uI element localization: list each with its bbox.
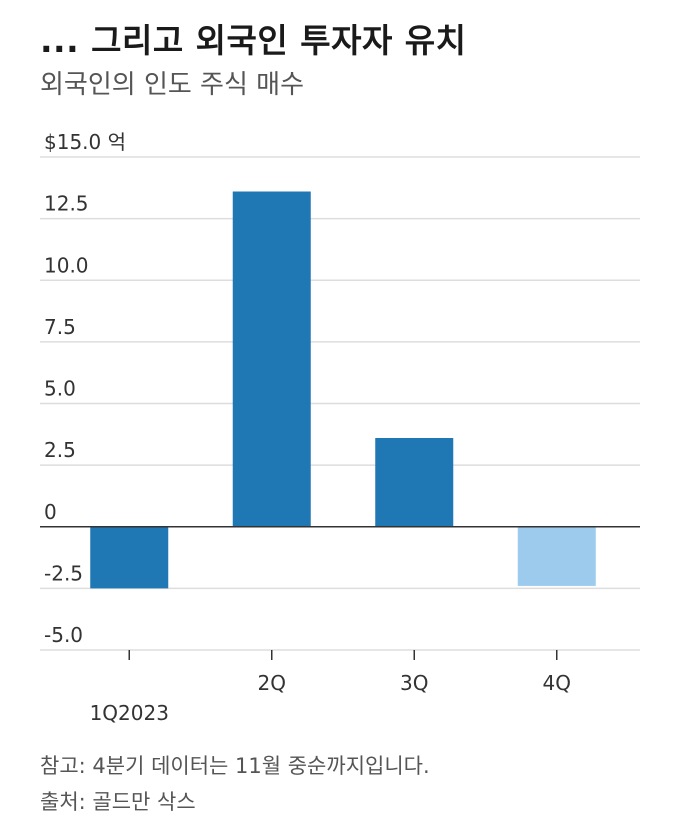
x-tick-label: 3Q	[400, 671, 428, 695]
y-axis-tick-labels: $15.0 억 12.5 10.0 7.5 5.0 2.5 0 -2.5 -5.0	[44, 130, 126, 647]
bar	[90, 526, 169, 589]
chart-subtitle: 외국인의 인도 주식 매수	[40, 70, 304, 100]
x-axis-tick-labels: 1Q2023 2Q 3Q 4Q	[90, 671, 571, 725]
y-tick-label: -5.0	[44, 623, 83, 647]
bars	[90, 191, 596, 589]
y-tick-label: 12.5	[44, 192, 89, 216]
bar	[232, 191, 311, 527]
x-tick-label: 2Q	[258, 671, 286, 695]
bar	[517, 526, 596, 586]
y-tick-label: $15.0 억	[44, 130, 126, 154]
bar	[375, 438, 454, 527]
x-axis-ticks	[128, 650, 558, 660]
chart-title: ... 그리고 외국인 투자자 유치	[40, 21, 467, 60]
footnote-source: 출처: 골드만 삭스	[40, 790, 196, 814]
y-tick-label: 10.0	[44, 253, 89, 277]
grid-lines	[40, 156, 640, 651]
y-tick-label: 7.5	[44, 315, 76, 339]
y-tick-label: 5.0	[44, 377, 76, 401]
y-tick-label: 0	[44, 500, 57, 524]
bar-chart: $15.0 억 12.5 10.0 7.5 5.0 2.5 0 -2.5 -5.0 1Q2023…	[40, 130, 640, 725]
y-tick-label: 2.5	[44, 438, 76, 462]
x-tick-label: 1Q2023	[90, 701, 169, 725]
y-tick-label: -2.5	[44, 561, 83, 585]
footnote-note: 참고: 4분기 데이터는 11월 중순까지입니다.	[40, 754, 430, 778]
x-tick-label: 4Q	[543, 671, 571, 695]
